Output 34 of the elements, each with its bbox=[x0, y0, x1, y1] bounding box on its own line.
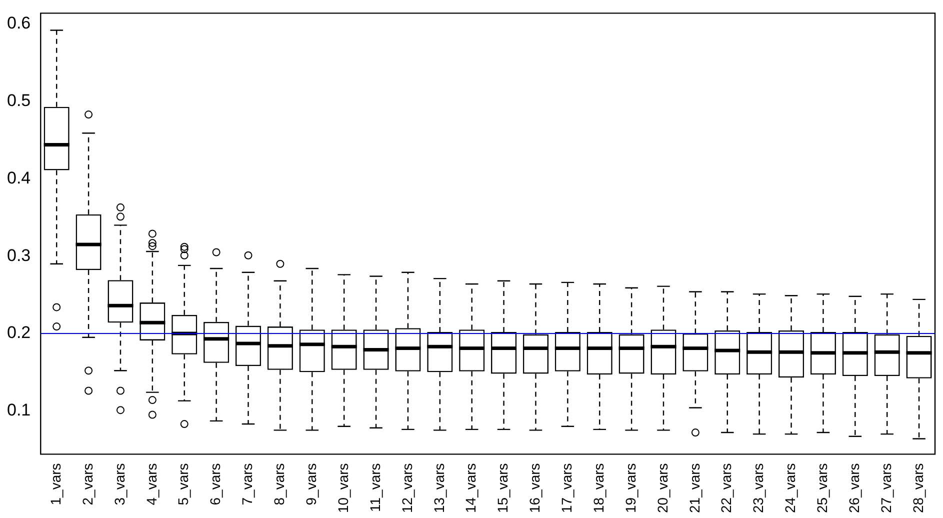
x-tick-label: 12_vars bbox=[398, 463, 415, 514]
y-tick-label: 0.4 bbox=[6, 168, 31, 188]
x-tick-label: 23_vars bbox=[750, 463, 766, 514]
x-tick-label: 21_vars bbox=[686, 463, 702, 514]
x-tick-label: 7_vars bbox=[239, 463, 256, 506]
y-tick-label: 0.5 bbox=[6, 91, 31, 110]
x-tick-label: 19_vars bbox=[622, 463, 638, 514]
x-tick-label: 26_vars bbox=[846, 463, 862, 514]
x-tick-label: 1_vars bbox=[47, 463, 64, 506]
x-tick-label: 5_vars bbox=[175, 463, 192, 506]
x-tick-label: 28_vars bbox=[910, 463, 926, 514]
x-tick-label: 18_vars bbox=[590, 463, 606, 514]
y-tick-label: 0.2 bbox=[6, 323, 31, 342]
x-tick-label: 22_vars bbox=[718, 463, 734, 514]
x-tick-label: 15_vars bbox=[494, 463, 511, 514]
x-tick-label: 13_vars bbox=[430, 463, 447, 514]
x-tick-label: 2_vars bbox=[79, 463, 96, 506]
x-tick-label: 10_vars bbox=[334, 463, 351, 514]
x-tick-label: 27_vars bbox=[878, 463, 894, 514]
x-tick-label: 17_vars bbox=[558, 463, 575, 514]
y-tick-label: 0.3 bbox=[6, 246, 31, 265]
x-tick-label: 8_vars bbox=[271, 463, 288, 506]
x-tick-label: 4_vars bbox=[143, 463, 160, 506]
x-tick-label: 9_vars bbox=[302, 463, 319, 506]
y-tick-label: 0.6 bbox=[6, 14, 31, 33]
x-tick-label: 6_vars bbox=[207, 463, 224, 506]
x-tick-label: 16_vars bbox=[526, 463, 543, 514]
x-tick-label: 25_vars bbox=[814, 463, 830, 514]
x-tick-label: 20_vars bbox=[654, 463, 670, 514]
x-tick-label: 24_vars bbox=[782, 463, 798, 514]
x-tick-label: 14_vars bbox=[462, 463, 479, 514]
x-tick-label: 11_vars bbox=[366, 463, 383, 512]
y-tick-label: 0.1 bbox=[6, 400, 31, 420]
x-tick-label: 3_vars bbox=[111, 463, 128, 506]
